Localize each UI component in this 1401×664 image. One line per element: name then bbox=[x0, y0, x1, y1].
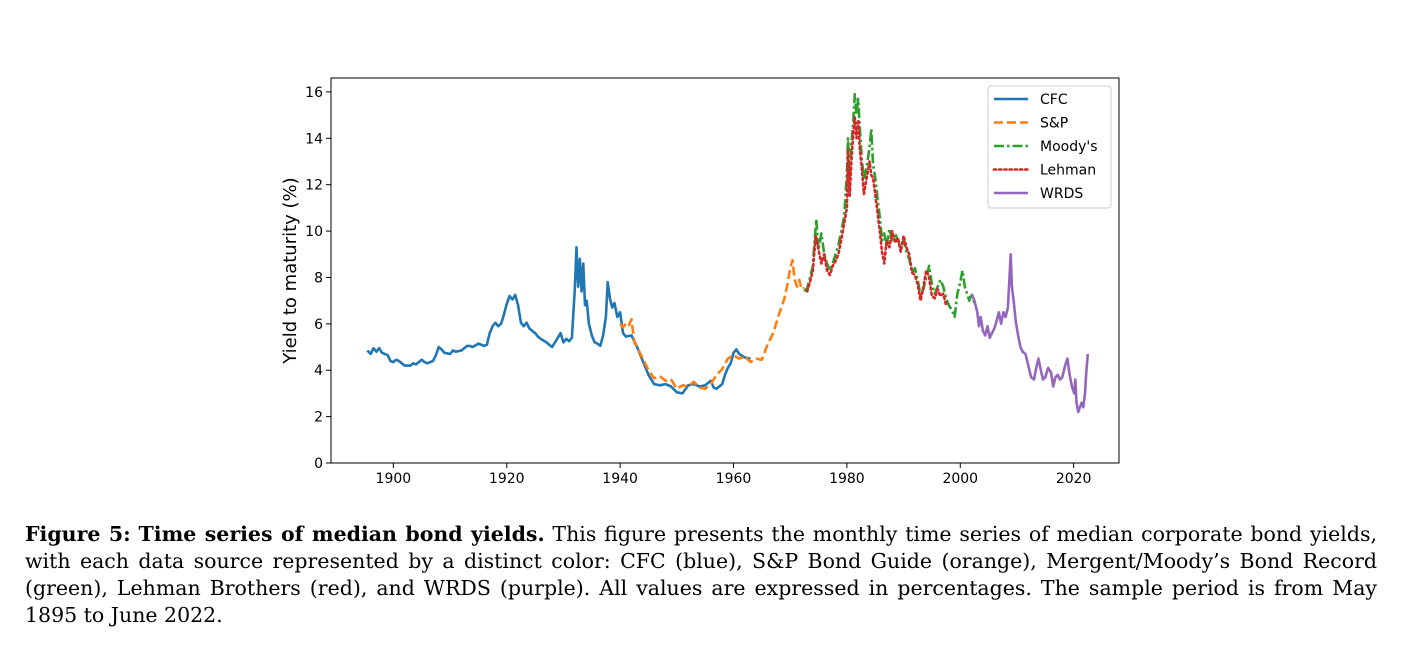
legend-frame bbox=[987, 85, 1112, 209]
y-axis: 0 2 4 6 8 10 12 14 16 bbox=[305, 85, 331, 472]
y-tick-label: 6 bbox=[314, 317, 323, 333]
series-line-wrds bbox=[970, 253, 1090, 414]
caption-body: This figure presents the monthly time se… bbox=[25, 522, 1377, 627]
y-tick-label: 12 bbox=[305, 178, 323, 194]
legend-label-lehman: Lehman bbox=[1040, 163, 1096, 179]
legend-label-wrds: WRDS bbox=[1040, 186, 1083, 202]
x-tick-label: 1980 bbox=[829, 471, 865, 487]
series-line-moody-s bbox=[803, 92, 976, 319]
series-line-cfc bbox=[366, 246, 751, 395]
yield-chart: 1900 1920 1940 1960 1980 2000 2020 0 2 4 6 8 10 12 14… bbox=[280, 77, 1120, 487]
series-line-lehman bbox=[805, 116, 948, 307]
y-tick-label: 16 bbox=[305, 85, 323, 101]
x-tick-label: 1900 bbox=[376, 471, 412, 487]
y-tick-label: 8 bbox=[314, 270, 323, 286]
x-tick-label: 1960 bbox=[716, 471, 752, 487]
legend: CFC S&P Moody's Lehman WRDS bbox=[987, 85, 1112, 209]
x-axis: 1900 1920 1940 1960 1980 2000 2020 bbox=[376, 463, 1092, 487]
caption-title: Time series of median bond yields. bbox=[138, 522, 545, 546]
x-tick-label: 2020 bbox=[1056, 471, 1092, 487]
x-tick-label: 2000 bbox=[942, 471, 978, 487]
y-tick-label: 2 bbox=[314, 410, 323, 426]
series-line-s-p bbox=[619, 258, 805, 391]
legend-label-cfc: CFC bbox=[1040, 92, 1068, 108]
x-tick-label: 1920 bbox=[489, 471, 525, 487]
y-tick-label: 10 bbox=[305, 224, 323, 240]
figure-caption: Figure 5: Time series of median bond yie… bbox=[25, 521, 1377, 629]
x-tick-label: 1940 bbox=[602, 471, 638, 487]
y-tick-label: 0 bbox=[314, 456, 323, 472]
legend-label-moody-s: Moody's bbox=[1040, 139, 1098, 155]
caption-label: Figure 5: bbox=[25, 522, 131, 546]
y-axis-label: Yield to maturity (%) bbox=[280, 177, 301, 364]
legend-label-s-p: S&P bbox=[1040, 116, 1068, 132]
y-tick-label: 14 bbox=[305, 131, 323, 147]
plot-frame bbox=[330, 77, 1120, 464]
series-layer bbox=[366, 92, 1090, 414]
y-tick-label: 4 bbox=[314, 363, 323, 379]
